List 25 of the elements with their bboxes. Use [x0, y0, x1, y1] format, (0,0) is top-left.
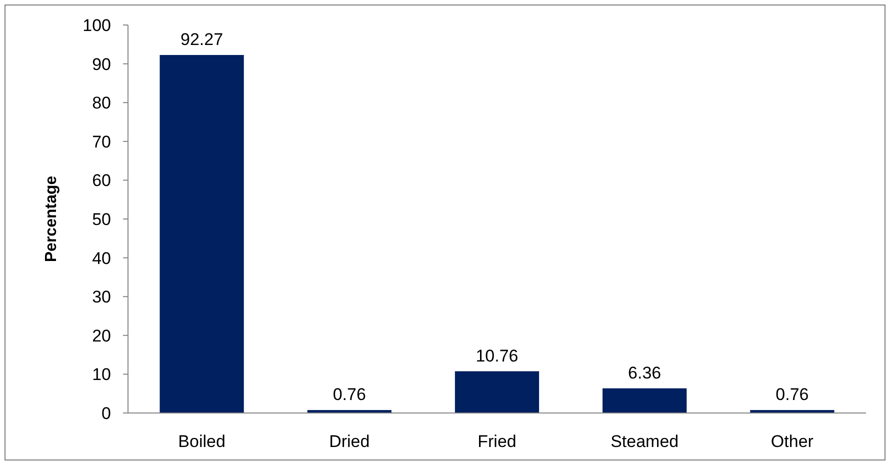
data-label: 0.76 [776, 385, 809, 404]
data-label: 10.76 [476, 346, 518, 366]
data-label: 0.76 [332, 385, 366, 404]
y-tick-label: 50 [92, 210, 111, 229]
bar [160, 54, 244, 413]
y-tick-label: 70 [92, 132, 111, 152]
data-label: 6.36 [628, 363, 662, 382]
x-tick-label: Other [770, 432, 814, 451]
y-tick-label: 90 [92, 54, 111, 74]
x-tick-label: Boiled [178, 432, 226, 451]
bar [454, 371, 540, 413]
y-tick-label: 20 [92, 326, 111, 346]
y-tick-label: 80 [92, 94, 111, 113]
data-label: 92.27 [180, 30, 224, 49]
x-tick-label: Fried [478, 432, 516, 451]
y-axis-title: Percentage [43, 176, 60, 262]
y-tick-label: 0 [102, 404, 111, 423]
x-tick-label: Dried [329, 432, 370, 451]
y-tick-label: 60 [92, 171, 111, 190]
y-tick-label: 30 [92, 288, 111, 307]
x-tick-label: Steamed [610, 432, 679, 451]
y-tick-label: 10 [92, 365, 111, 384]
y-tick-label: 100 [82, 16, 111, 35]
y-tick-label: 40 [92, 248, 111, 268]
bar [602, 388, 687, 413]
